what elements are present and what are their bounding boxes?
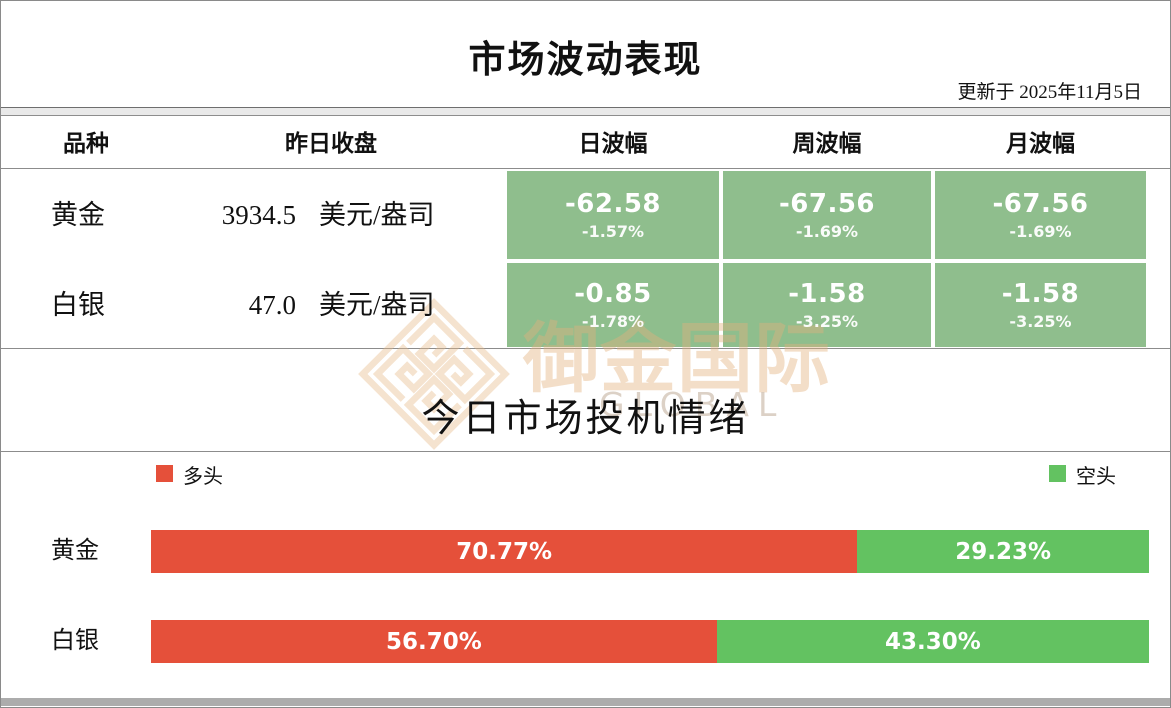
sentiment-top-rule <box>1 451 1170 452</box>
silver-short-percent: 43.30% <box>885 628 981 655</box>
silver-monthly-percent: -3.25% <box>1009 312 1072 331</box>
gold-weekly-percent: -1.69% <box>795 222 859 241</box>
silver-daily-range-cell: -0.85 -1.78% <box>507 263 719 347</box>
bottom-edge-bar <box>1 698 1170 706</box>
silver-monthly-change: -1.58 <box>1001 279 1080 309</box>
row-label-silver: 白银 <box>51 290 105 320</box>
row-label-gold: 黄金 <box>51 200 105 230</box>
column-header-close: 昨日收盘 <box>285 131 377 156</box>
silver-daily-percent: -1.78% <box>581 312 645 331</box>
column-header-monthly-range: 月波幅 <box>1006 131 1075 156</box>
gold-monthly-change: -67.56 <box>992 189 1089 219</box>
silver-weekly-range-cell: -1.58 -3.25% <box>723 263 931 347</box>
gold-short-segment: 29.23% <box>857 530 1149 573</box>
legend-short-swatch <box>1049 465 1066 482</box>
column-header-variety: 品种 <box>63 131 109 156</box>
gold-long-percent: 70.77% <box>456 538 553 565</box>
table-header-rule <box>1 168 1170 169</box>
gold-short-percent: 29.23% <box>955 538 1052 565</box>
gold-monthly-range-cell: -67.56 -1.69% <box>935 171 1146 259</box>
legend-long-label: 多头 <box>183 466 223 488</box>
gold-close-value: 3934.5 <box>221 200 296 230</box>
column-header-weekly-range: 周波幅 <box>792 131 862 156</box>
column-header-daily-range: 日波幅 <box>578 131 648 156</box>
gold-weekly-range-cell: -67.56 -1.69% <box>723 171 931 259</box>
sentiment-bar-label-silver: 白银 <box>51 628 99 654</box>
gold-daily-percent: -1.57% <box>581 222 645 241</box>
silver-weekly-percent: -3.25% <box>795 312 859 331</box>
sentiment-bar-silver: 56.70% 43.30% <box>151 620 1149 663</box>
page-title: 市场波动表现 <box>468 40 703 81</box>
silver-long-percent: 56.70% <box>386 628 482 655</box>
gold-daily-range-cell: -62.58 -1.57% <box>507 171 719 259</box>
silver-monthly-range-cell: -1.58 -3.25% <box>935 263 1146 347</box>
gold-weekly-change: -67.56 <box>778 189 876 219</box>
gold-daily-change: -62.58 <box>564 189 662 219</box>
table-bottom-rule <box>1 348 1170 349</box>
updated-timestamp: 更新于 2025年11月5日 <box>957 82 1142 103</box>
legend-short-label: 空头 <box>1076 466 1116 488</box>
legend-long-swatch <box>156 465 173 482</box>
silver-close-value: 47.0 <box>248 290 296 320</box>
gold-long-segment: 70.77% <box>151 530 858 573</box>
gold-close-unit: 美元/盎司 <box>319 200 435 230</box>
silver-long-segment: 56.70% <box>151 620 717 663</box>
silver-short-segment: 43.30% <box>716 620 1149 663</box>
sentiment-bar-label-gold: 黄金 <box>51 538 99 564</box>
silver-daily-change: -0.85 <box>574 279 652 309</box>
silver-close-unit: 美元/盎司 <box>319 290 435 320</box>
sentiment-bar-gold: 70.77% 29.23% <box>151 530 1149 573</box>
silver-weekly-change: -1.58 <box>788 279 866 309</box>
sentiment-section-title: 今日市场投机情绪 <box>421 398 750 440</box>
gold-monthly-percent: -1.69% <box>1009 222 1072 241</box>
header-divider <box>1 107 1170 116</box>
